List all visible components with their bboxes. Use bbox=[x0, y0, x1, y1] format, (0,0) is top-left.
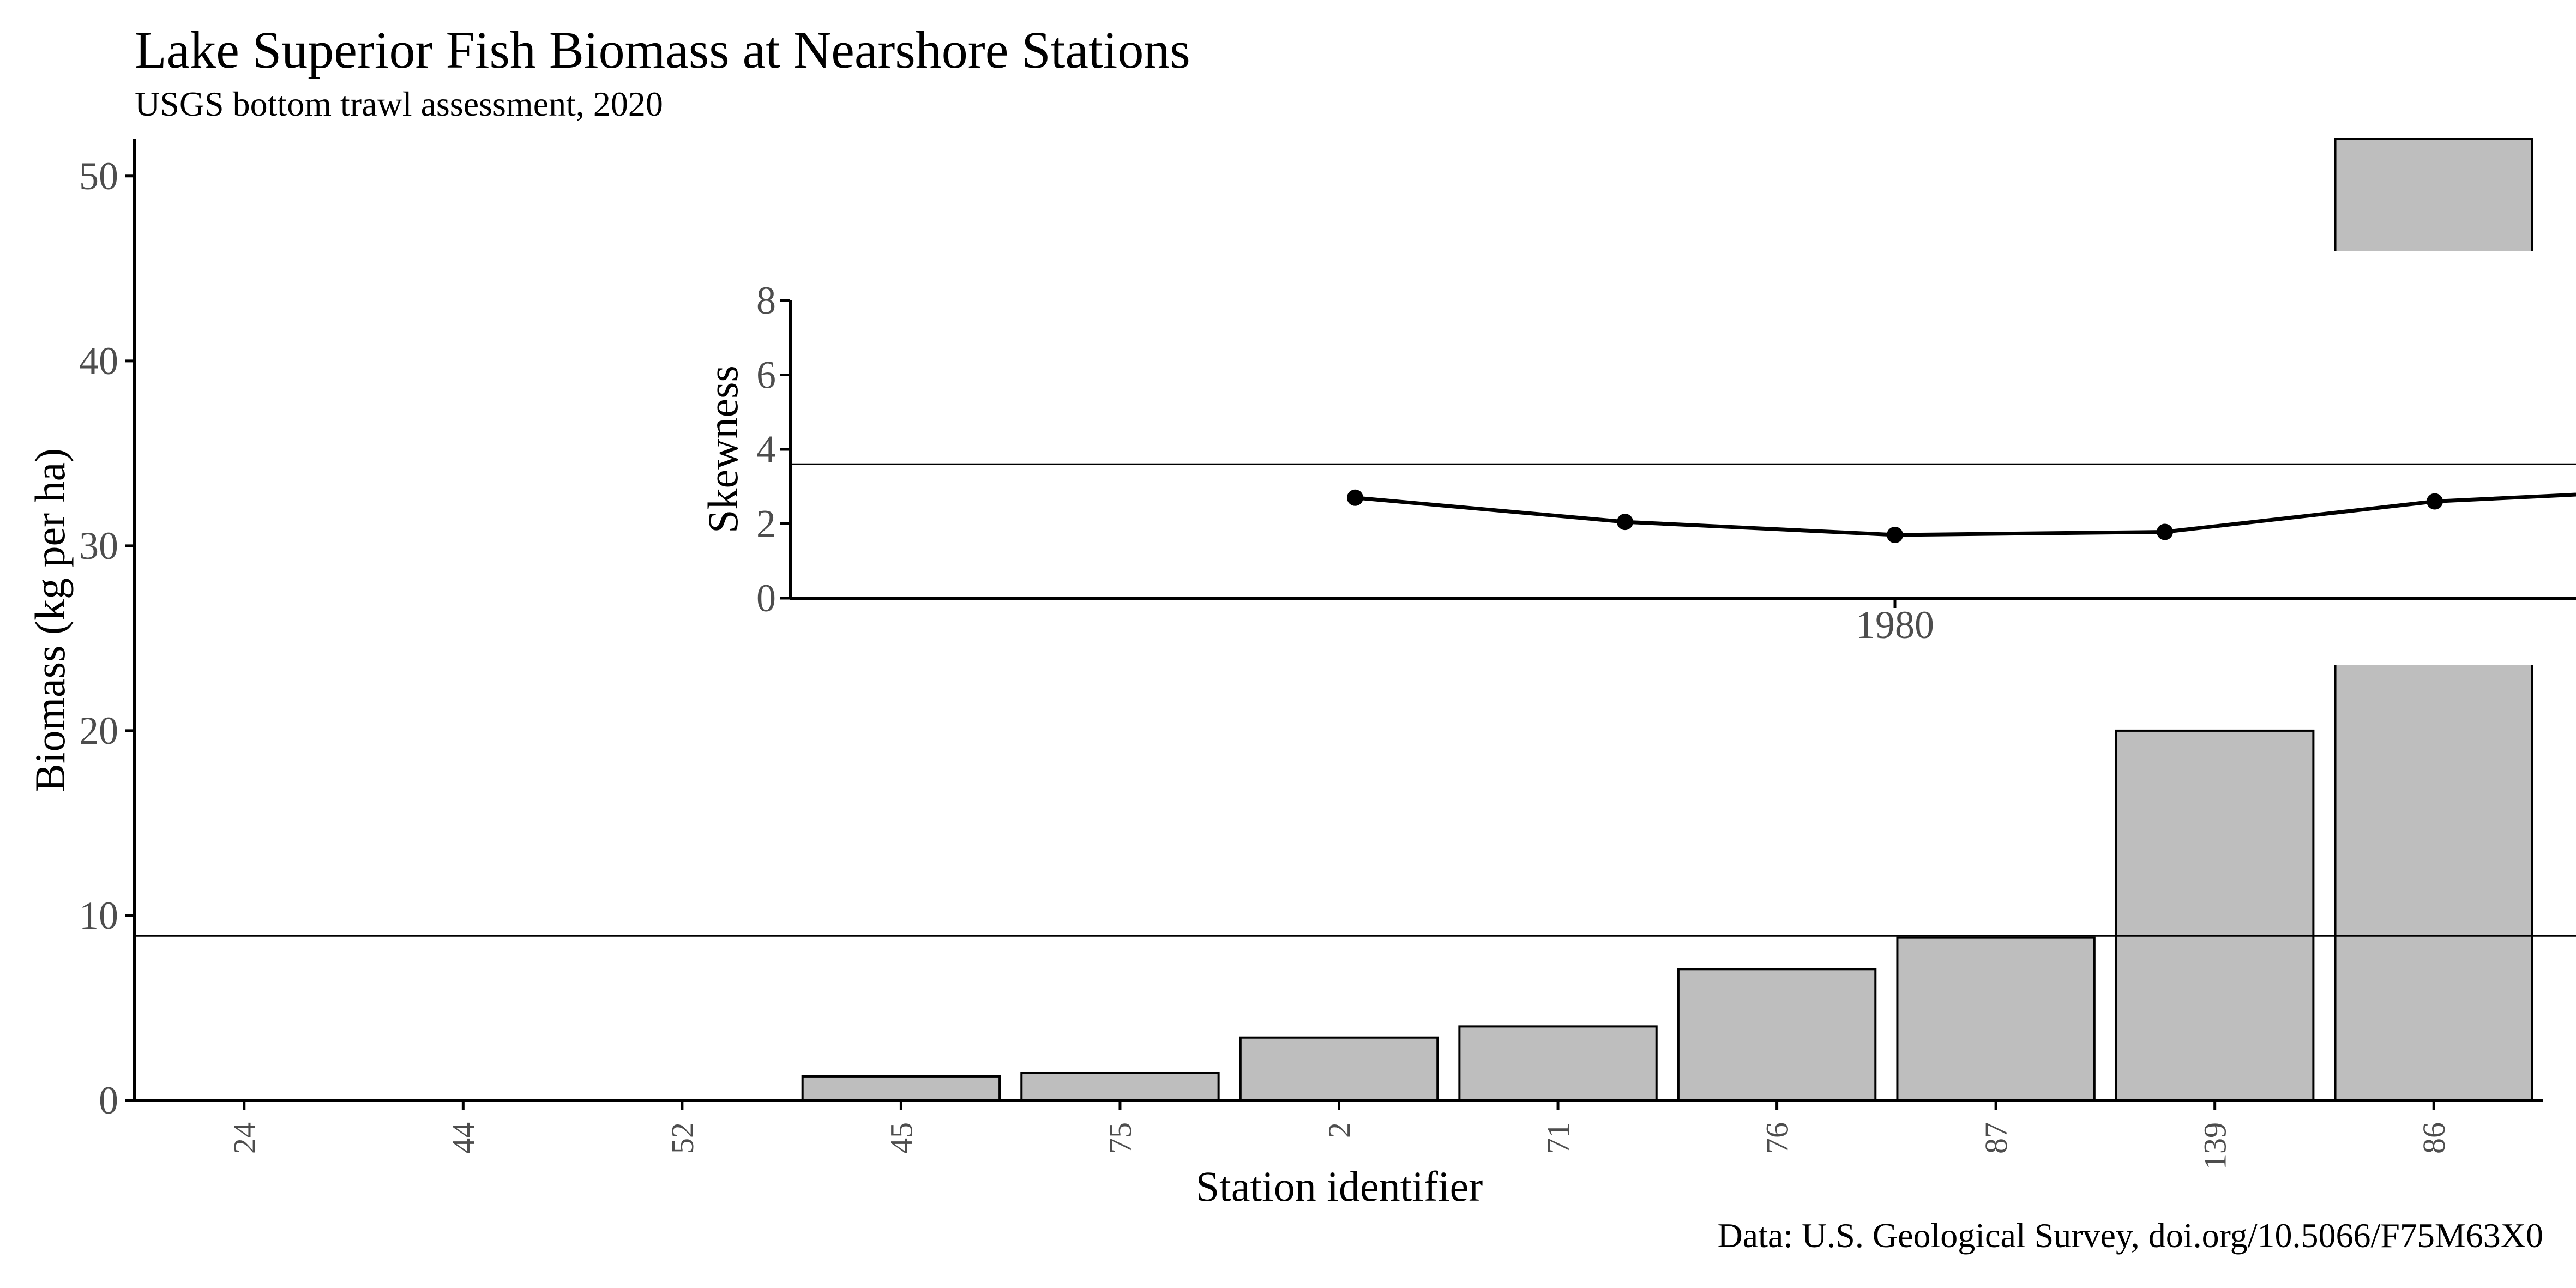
x-tick-label: 71 bbox=[1540, 1122, 1576, 1154]
x-tick-label: 139 bbox=[2198, 1122, 2233, 1170]
main-x-ticks: 24 44 52 45 75 2 71 76 87 139 86 bbox=[227, 1100, 2452, 1170]
inset-series-line bbox=[1355, 492, 2576, 537]
inset-y-tick-label: 4 bbox=[756, 428, 776, 471]
x-tick-label: 24 bbox=[227, 1122, 262, 1154]
inset-y-ticks: 0 2 4 6 8 bbox=[756, 279, 790, 620]
x-tick-label: 76 bbox=[1760, 1122, 1795, 1154]
x-tick-label: 75 bbox=[1103, 1122, 1138, 1154]
bar-76 bbox=[1677, 968, 1877, 1102]
y-axis-title: Biomass (kg per ha) bbox=[26, 448, 74, 792]
x-tick-label: 86 bbox=[2416, 1122, 2452, 1154]
inset-y-axis-title: Skewness bbox=[699, 365, 747, 533]
chart-subtitle: USGS bottom trawl assessment, 2020 bbox=[135, 85, 663, 123]
y-tick-label: 50 bbox=[79, 154, 118, 198]
x-axis-title: Station identifier bbox=[1196, 1163, 1483, 1210]
inset-point bbox=[1347, 489, 1363, 506]
y-tick-label: 20 bbox=[79, 709, 118, 753]
inset-y-tick-label: 8 bbox=[756, 279, 776, 322]
inset-plot: 0 2 4 6 8 1980 Skewness bbox=[699, 251, 2576, 665]
bar-45 bbox=[801, 1075, 1001, 1102]
bar-87 bbox=[1896, 936, 2096, 1102]
inset-points bbox=[1347, 489, 2443, 543]
bar-75 bbox=[1020, 1072, 1220, 1102]
inset-point bbox=[2157, 523, 2173, 540]
main-y-ticks: 0 10 20 30 40 50 bbox=[79, 154, 135, 1122]
chart-title: Lake Superior Fish Biomass at Nearshore … bbox=[135, 21, 1190, 79]
inset-y-tick-label: 0 bbox=[756, 576, 776, 620]
y-tick-label: 0 bbox=[99, 1079, 118, 1122]
x-tick-label: 52 bbox=[665, 1122, 700, 1154]
x-tick-label: 87 bbox=[1978, 1122, 2014, 1154]
inset-point bbox=[1617, 514, 1633, 531]
x-tick-label: 2 bbox=[1322, 1122, 1357, 1138]
chart-caption: Data: U.S. Geological Survey, doi.org/10… bbox=[1717, 1216, 2543, 1255]
inset-point bbox=[1887, 526, 1903, 543]
y-tick-label: 10 bbox=[79, 894, 118, 937]
x-tick-label: 44 bbox=[446, 1122, 481, 1154]
bar-2 bbox=[1239, 1036, 1439, 1102]
inset-point bbox=[2427, 493, 2443, 510]
inset-x-tick-label: 1980 bbox=[1856, 603, 1934, 647]
y-tick-label: 40 bbox=[79, 339, 118, 383]
y-tick-label: 30 bbox=[79, 524, 118, 568]
inset-y-tick-label: 6 bbox=[756, 353, 776, 397]
inset-y-tick-label: 2 bbox=[756, 502, 776, 546]
bar-71 bbox=[1458, 1025, 1658, 1102]
bar-139 bbox=[2115, 729, 2315, 1102]
x-tick-label: 45 bbox=[883, 1122, 919, 1154]
inset-panel-background bbox=[787, 251, 2576, 665]
